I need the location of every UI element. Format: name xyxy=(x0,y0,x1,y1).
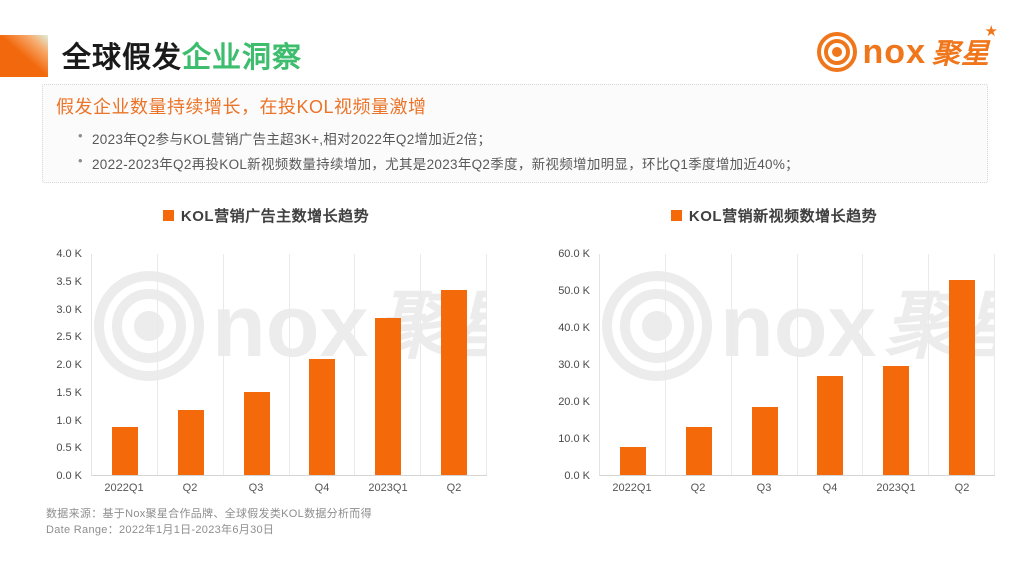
plot-area: nox 聚星 ★ xyxy=(91,254,487,476)
footer-data-source: 数据来源：基于Nox聚星合作品牌、全球假发类KOL数据分析而得 xyxy=(46,508,372,520)
vertical-gridline xyxy=(928,254,930,475)
vertical-gridline xyxy=(420,254,422,475)
nox-watermark: nox 聚星 ★ xyxy=(94,256,487,396)
chart-legend-advertisers: KOL营销广告主数增长趋势 xyxy=(45,204,487,226)
bar-2022Q1 xyxy=(619,447,646,475)
bar-Q4 xyxy=(817,375,844,475)
page-title: 全球假发企业洞察 xyxy=(62,34,302,76)
y-axis-tick-label: 2.0 K xyxy=(56,359,82,371)
x-axis-tick-label: 2022Q1 xyxy=(612,482,652,494)
vertical-gridline xyxy=(730,254,732,475)
vertical-gridline xyxy=(222,254,224,475)
y-axis-tick-label: 10.0 K xyxy=(558,433,590,445)
y-axis-tick-label: 0.5 K xyxy=(56,442,82,455)
x-axis-tick-label: Q4 xyxy=(314,482,330,494)
logo-text-nox: nox xyxy=(862,32,926,71)
y-axis: 0.0 K 0.5 K 1.0 K 1.5 K 2.0 K 2.5 K 3.0 K 3.5 K… xyxy=(45,248,91,482)
nox-watermark: nox 聚星 ★ xyxy=(602,256,995,396)
x-axis: 2022Q1 Q2 Q3 Q4 2023Q1 Q2 xyxy=(599,476,995,500)
bar-Q2 xyxy=(949,279,976,475)
chart-body: 0.0 K 10.0 K 20.0 K 30.0 K 40.0 K 50.0 K 60.0 … xyxy=(553,248,995,482)
y-axis-tick-label: 2.5 K xyxy=(56,331,82,344)
y-axis-tick-label: 3.0 K xyxy=(56,303,82,316)
nox-juxing-logo: nox 聚星 ★ xyxy=(816,23,998,72)
y-axis-tick-label: 0.0 K xyxy=(564,470,590,482)
vertical-gridline xyxy=(862,254,864,475)
x-axis-tick-label: Q3 xyxy=(248,482,264,494)
insight-bullet-2: • 2022-2023年Q2再投KOL新视频数量持续增加，尤其是2023年Q2季… xyxy=(56,153,973,173)
insight-bullet-1-text: 2023年Q2参与KOL营销广告主超3K+,相对2022年Q2增加近2倍； xyxy=(92,132,492,147)
y-axis-tick-label: 30.0 K xyxy=(558,359,590,371)
y-axis-tick-label: 4.0 K xyxy=(56,248,82,260)
insight-bullet-2-text: 2022-2023年Q2再投KOL新视频数量持续增加，尤其是2023年Q2季度，… xyxy=(92,157,799,172)
footer-date-range: Date Range：2022年1月1日-2023年6月30日 xyxy=(46,524,275,536)
page-title-secondary: 企业洞察 xyxy=(182,42,303,74)
logo-text-cn: 聚星 xyxy=(931,38,990,69)
x-axis-tick-label: Q2 xyxy=(954,482,970,494)
bar-Q4 xyxy=(309,358,336,475)
nox-rings-icon xyxy=(94,271,204,381)
header-accent-square xyxy=(0,35,48,77)
watermark-text-nox: nox xyxy=(720,276,877,375)
x-axis-tick-label: Q2 xyxy=(182,482,198,494)
y-axis: 0.0 K 10.0 K 20.0 K 30.0 K 40.0 K 50.0 K 60.0 … xyxy=(553,248,599,482)
y-axis-tick-label: 20.0 K xyxy=(558,395,590,408)
nox-rings-icon xyxy=(602,271,712,381)
chart-title-new-videos: KOL营销新视频数增长趋势 xyxy=(688,207,878,225)
chart-title-advertisers: KOL营销广告主数增长趋势 xyxy=(180,207,370,225)
x-axis-tick-label: Q4 xyxy=(822,482,838,494)
page-title-primary: 全球假发 xyxy=(62,42,183,74)
vertical-gridline xyxy=(796,254,798,475)
watermark-text-cn-wrap: 聚星 ★ xyxy=(884,289,995,363)
bar-Q3 xyxy=(243,392,270,475)
vertical-gridline xyxy=(288,254,290,475)
y-axis-tick-label: 60.0 K xyxy=(558,248,590,260)
bar-2023Q1 xyxy=(883,366,910,475)
y-axis-tick-label: 1.5 K xyxy=(56,386,82,399)
x-axis-tick-label: Q2 xyxy=(446,482,462,494)
watermark-text-nox: nox xyxy=(212,276,369,375)
x-axis-tick-label: 2022Q1 xyxy=(104,482,144,494)
logo-star-icon: ★ xyxy=(984,23,998,40)
plot-area: nox 聚星 ★ xyxy=(599,254,995,476)
vertical-gridline xyxy=(664,254,666,475)
y-axis-tick-label: 40.0 K xyxy=(558,321,590,334)
bar-2023Q1 xyxy=(375,317,402,475)
x-axis-tick-label: Q2 xyxy=(690,482,706,494)
bar-Q2 xyxy=(441,289,468,475)
x-axis-tick-label: 2023Q1 xyxy=(368,482,408,494)
chart-kol-advertisers: KOL营销广告主数增长趋势 0.0 K 0.5 K 1.0 K 1.5 K 2.0 K 2… xyxy=(45,204,487,500)
x-axis-tick-label: 2023Q1 xyxy=(876,482,916,494)
y-axis-tick-label: 50.0 K xyxy=(558,284,590,297)
bar-2022Q1 xyxy=(111,426,138,475)
legend-square-icon xyxy=(670,209,682,221)
bar-Q2 xyxy=(685,427,712,475)
footer: 数据来源：基于Nox聚星合作品牌、全球假发类KOL数据分析而得 Date Ran… xyxy=(46,506,372,538)
nox-rings-icon xyxy=(816,32,857,72)
vertical-gridline xyxy=(156,254,158,475)
chart-legend-new-videos: KOL营销新视频数增长趋势 xyxy=(553,204,995,226)
bar-Q3 xyxy=(751,406,778,475)
vertical-gridline xyxy=(994,254,995,475)
logo-text-cn-wrap: 聚星 ★ xyxy=(931,23,998,72)
bullet-icon: • xyxy=(78,128,83,143)
vertical-gridline xyxy=(486,254,487,475)
bullet-icon: • xyxy=(78,153,83,168)
y-axis-tick-label: 3.5 K xyxy=(56,275,82,288)
x-axis: 2022Q1 Q2 Q3 Q4 2023Q1 Q2 xyxy=(91,476,487,500)
chart-body: 0.0 K 0.5 K 1.0 K 1.5 K 2.0 K 2.5 K 3.0 K 3.5 K… xyxy=(45,248,487,482)
y-axis-tick-label: 1.0 K xyxy=(56,414,82,427)
x-axis-tick-label: Q3 xyxy=(756,482,772,494)
watermark-text-cn: 聚星 xyxy=(884,284,995,367)
insight-box: 假发企业数量持续增长，在投KOL视频量激增 • 2023年Q2参与KOL营销广告… xyxy=(42,84,988,183)
bar-Q2 xyxy=(177,410,204,475)
insight-heading: 假发企业数量持续增长，在投KOL视频量激增 xyxy=(56,97,427,117)
insight-bullet-1: • 2023年Q2参与KOL营销广告主超3K+,相对2022年Q2增加近2倍； xyxy=(56,128,973,148)
legend-square-icon xyxy=(162,209,174,221)
vertical-gridline xyxy=(354,254,356,475)
chart-kol-new-videos: KOL营销新视频数增长趋势 0.0 K 10.0 K 20.0 K 30.0 K 40.… xyxy=(553,204,995,500)
y-axis-tick-label: 0.0 K xyxy=(56,470,82,482)
